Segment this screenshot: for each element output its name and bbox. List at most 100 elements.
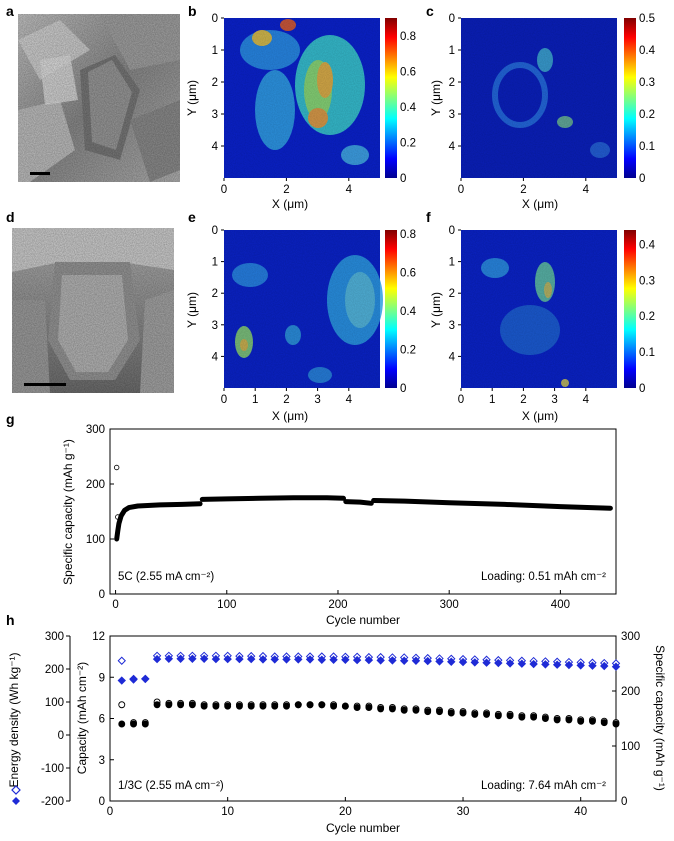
chart-h-energy-point [482, 658, 491, 667]
colorbar-b-tick-label: 0.6 [400, 66, 416, 78]
map-c-ytick-label: 1 [449, 45, 455, 57]
chart-h-energy-point [129, 675, 138, 684]
chart-h-capacity-point [518, 713, 526, 721]
map-f-xtick-label: 2 [520, 394, 526, 406]
chart-h-capacity-point [259, 702, 267, 710]
chart-h-energy-point [317, 655, 327, 664]
map-f-xtick-label: 3 [551, 394, 557, 406]
colorbar-c-tick-label: 0.5 [639, 13, 655, 25]
chart-h-capacity-point [141, 720, 149, 728]
map-e-xtick-label: 3 [314, 394, 320, 406]
panel-letter-g: g [6, 411, 15, 427]
chart-h-energy-point [517, 659, 527, 668]
map-e-ytick-label: 2 [212, 288, 218, 300]
chart-h-energy-point [247, 654, 256, 664]
chart-h-capacity-point [341, 702, 349, 710]
chart-h-capacity-point [318, 701, 326, 709]
chart-h-xtick-label: 0 [107, 806, 113, 818]
chart-h-energy-point [364, 655, 374, 665]
map-panel-f: X (μm) Y (μm) [429, 230, 636, 423]
chart-h-energy-point [117, 676, 126, 685]
chart-h-capacity-point [506, 712, 514, 720]
chart-h-capacity-point [130, 720, 137, 728]
chart-h-ytick-energy-label: 300 [45, 631, 64, 643]
chart-h-capacity-point [235, 702, 243, 710]
chart-h-annotation-left: 1/3C (2.55 mA cm⁻²) [118, 780, 224, 792]
chart-h-energy-point [341, 655, 350, 664]
chart-h-capacity-point [188, 701, 196, 709]
chart-h-capacity-point [471, 710, 479, 718]
panel-letter-a: a [6, 3, 14, 19]
chart-h-energy-point [576, 661, 585, 670]
panel-letter-d: d [6, 209, 15, 225]
scale-bar-a [30, 172, 50, 175]
chart-g-ytick-label: 0 [99, 589, 105, 601]
chart-h-capacity-point [306, 701, 314, 709]
chart-h-capacity-point [436, 708, 443, 716]
map-b-ytick-label: 2 [212, 77, 218, 89]
map-b-xtick-label: 2 [283, 184, 289, 196]
map-f-xtick-label: 1 [489, 394, 495, 406]
colorbar-f-tick-label: 0 [639, 383, 645, 395]
chart-h-ytick-energy-label: -200 [41, 796, 64, 808]
colorbar-e [385, 230, 397, 388]
map-e-xtick-label: 1 [252, 394, 258, 406]
chart-h-capacity-point [589, 717, 596, 725]
chart-h-ytick-energy-label: -100 [41, 763, 64, 775]
map-b-ytick-label: 4 [212, 141, 219, 153]
panel-letter-b: b [188, 3, 197, 19]
map-f-xlabel: X (μm) [522, 409, 558, 423]
map-c-ytick-label: 0 [449, 13, 455, 25]
chart-g-xtick-label: 0 [112, 599, 118, 611]
map-e-ytick-label: 3 [212, 320, 218, 332]
legend-open-diamond-icon [11, 785, 21, 795]
chart-h-xtick-label: 10 [221, 806, 234, 818]
map-e-ytick-label: 1 [212, 257, 218, 269]
colorbar-c-tick-label: 0.2 [639, 109, 655, 121]
colorbar-f [624, 230, 636, 388]
map-f-ytick-label: 1 [449, 257, 455, 269]
map-panel-e: X (μm) Y (μm) [185, 230, 397, 423]
chart-h-capacity-point [530, 713, 538, 721]
colorbar-c-tick-label: 0.1 [639, 141, 655, 153]
chart-h-capacity-point [353, 704, 361, 711]
chart-h-capacity-point [177, 701, 185, 709]
chart-h-capacity-point [224, 702, 232, 710]
chart-h-energy-point [270, 655, 279, 664]
chart-h-ylabel-right: Specific capacity (mAh g⁻¹) [653, 645, 667, 791]
chart-h-energy-point [199, 654, 209, 663]
chart-g-xtick-label: 200 [328, 599, 347, 611]
chart-h-capacity-point [459, 709, 467, 717]
chart-g-series-band [114, 501, 203, 542]
chart-h-ytick-left-label: 12 [92, 631, 105, 643]
map-e-ytick-label: 4 [212, 351, 219, 363]
chart-h-ytick-right-label: 200 [621, 686, 640, 698]
chart-h-capacity-point [447, 709, 455, 717]
chart-g: Specific capacity (mAh g⁻¹) Cycle number… [61, 424, 617, 627]
colorbar-f-tick-label: 0.4 [639, 239, 656, 251]
map-f-xtick-label: 0 [458, 394, 464, 406]
panel-letter-f: f [426, 209, 431, 225]
sem-image-a [18, 14, 180, 182]
colorbar-c-tick-label: 0.3 [639, 77, 655, 89]
chart-h-ytick-energy-label: 100 [45, 697, 64, 709]
chart-h-energy-point [588, 661, 597, 670]
panel-letter-h: h [6, 612, 15, 628]
chart-h-capacity-point [612, 720, 620, 728]
map-f-ytick-label: 2 [449, 288, 455, 300]
chart-h-capacity-point [424, 708, 432, 716]
map-c-xtick-label: 4 [583, 184, 590, 196]
map-c-xlabel: X (μm) [522, 197, 558, 211]
chart-h-capacity-point [212, 702, 220, 710]
chart-h-energy-point [564, 660, 574, 670]
chart-h-ytick-left-label: 0 [99, 796, 105, 808]
map-tick-labels: 0 2 4 0 1 2 3 4 0.8 0.6 0.4 0.2 0 0 2 4 0 1 2 3 4 0.5 0.4 0.3 0.… [212, 13, 656, 406]
colorbar-b [385, 18, 397, 178]
map-b-ylabel: Y (μm) [185, 80, 199, 116]
chart-h-energy-point [152, 654, 162, 664]
chart-g-frame [109, 428, 617, 595]
chart-h-energy-point [399, 656, 409, 665]
map-c-ytick-label: 3 [449, 109, 455, 121]
chart-h-capacity-point [577, 717, 585, 725]
chart-h-capacity-point [118, 720, 126, 728]
